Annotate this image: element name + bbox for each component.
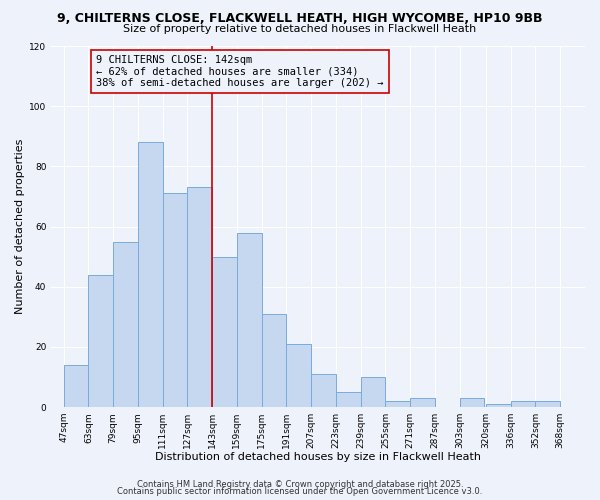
Bar [88,274,113,407]
Bar [361,377,385,407]
Bar [535,401,560,407]
Text: 9 CHILTERNS CLOSE: 142sqm
← 62% of detached houses are smaller (334)
38% of semi: 9 CHILTERNS CLOSE: 142sqm ← 62% of detac… [96,55,383,88]
X-axis label: Distribution of detached houses by size in Flackwell Heath: Distribution of detached houses by size … [155,452,481,462]
Bar [511,401,535,407]
Bar [311,374,336,407]
Bar [410,398,435,407]
Text: 9, CHILTERNS CLOSE, FLACKWELL HEATH, HIGH WYCOMBE, HP10 9BB: 9, CHILTERNS CLOSE, FLACKWELL HEATH, HIG… [57,12,543,26]
Bar [187,188,212,407]
Text: Contains HM Land Registry data © Crown copyright and database right 2025.: Contains HM Land Registry data © Crown c… [137,480,463,489]
Text: Contains public sector information licensed under the Open Government Licence v3: Contains public sector information licen… [118,487,482,496]
Bar [460,398,484,407]
Y-axis label: Number of detached properties: Number of detached properties [15,139,25,314]
Bar [138,142,163,407]
Bar [237,232,262,407]
Bar [262,314,286,407]
Bar [385,401,410,407]
Bar [64,365,88,407]
Bar [113,242,138,407]
Bar [163,194,187,407]
Text: Size of property relative to detached houses in Flackwell Heath: Size of property relative to detached ho… [124,24,476,34]
Bar [212,256,237,407]
Bar [286,344,311,407]
Bar [486,404,511,407]
Bar [336,392,361,407]
